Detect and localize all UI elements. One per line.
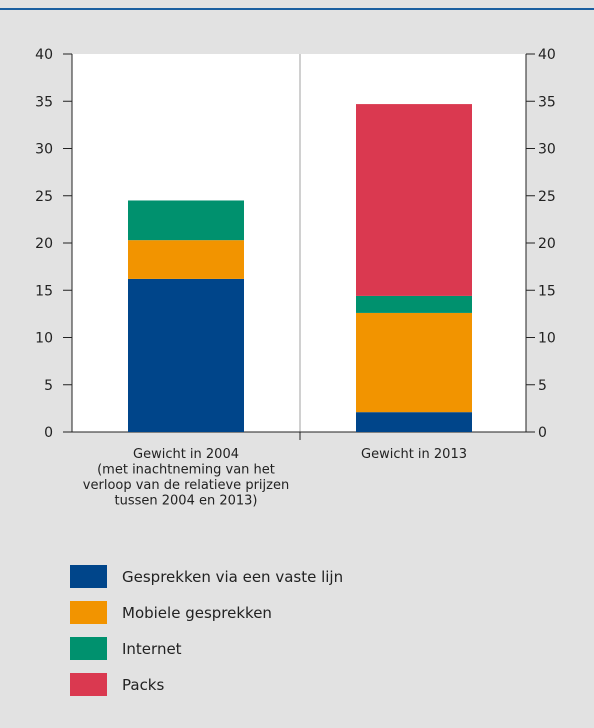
y-tick-label-left: 20 — [35, 236, 53, 252]
legend-item: Gesprekken via een vaste lijn — [70, 565, 343, 588]
y-tick-label-right: 15 — [538, 283, 556, 299]
y-tick-label-right: 30 — [538, 142, 556, 158]
bar-segment — [128, 200, 244, 241]
top-rule — [0, 8, 594, 10]
y-tick-label-right: 20 — [538, 236, 556, 252]
legend-item: Mobiele gesprekken — [70, 601, 343, 624]
y-tick-label-right: 10 — [538, 331, 556, 347]
y-tick-label-right: 0 — [538, 425, 547, 441]
legend-swatch — [70, 565, 107, 588]
x-category-label: Gewicht in 2004 — [133, 447, 239, 462]
legend-label: Internet — [122, 639, 182, 658]
legend-label: Packs — [122, 675, 165, 694]
y-tick-label-left: 0 — [44, 425, 53, 441]
x-category-label: tussen 2004 en 2013) — [115, 494, 258, 509]
y-tick-label-right: 40 — [538, 47, 556, 63]
legend-label: Mobiele gesprekken — [122, 603, 272, 622]
legend-swatch — [70, 601, 107, 624]
legend-swatch — [70, 673, 107, 696]
y-tick-label-left: 25 — [35, 189, 53, 205]
x-category-label: Gewicht in 2013 — [361, 447, 467, 462]
legend: Gesprekken via een vaste lijn Mobiele ges… — [70, 565, 343, 709]
y-tick-label-left: 30 — [35, 142, 53, 158]
y-tick-label-left: 35 — [35, 94, 53, 110]
bar-segment — [128, 278, 244, 432]
stacked-bar-chart: 0 0 5 5 10 10 15 15 20 20 25 25 30 30 35 35 40 40 Gewicht … — [35, 47, 556, 509]
legend-item: Packs — [70, 673, 343, 696]
y-tick-label-left: 15 — [35, 283, 53, 299]
y-tick-label-right: 5 — [538, 378, 547, 394]
y-tick-label-left: 10 — [35, 331, 53, 347]
y-tick-label-left: 5 — [44, 378, 53, 394]
bar-segment — [356, 312, 472, 413]
bar-segment — [356, 295, 472, 313]
bar-segment — [128, 240, 244, 279]
legend-label: Gesprekken via een vaste lijn — [122, 567, 344, 586]
y-tick-label-right: 35 — [538, 94, 556, 110]
x-category-label: (met inachtneming van het — [97, 463, 275, 478]
x-category-label: verloop van de relatieve prijzen — [83, 478, 289, 493]
bar-segment — [356, 104, 472, 296]
y-tick-label-left: 40 — [35, 47, 53, 63]
legend-item: Internet — [70, 637, 343, 660]
legend-swatch — [70, 637, 107, 660]
bar-segment — [356, 412, 472, 432]
y-tick-label-right: 25 — [538, 189, 556, 205]
